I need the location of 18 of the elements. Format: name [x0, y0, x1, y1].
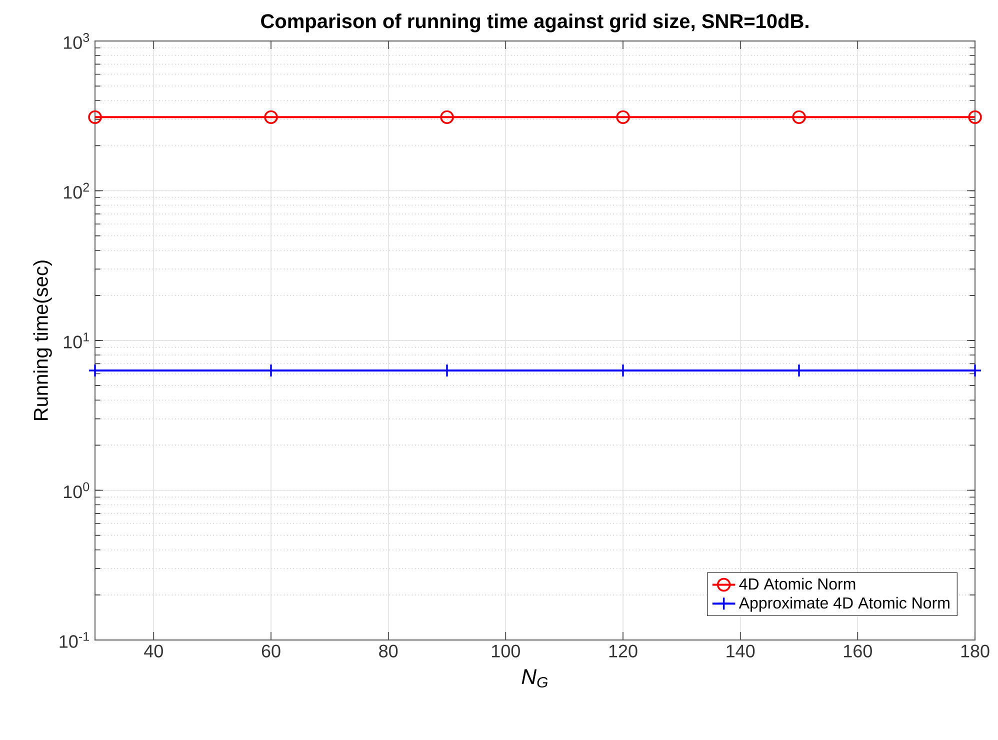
x-tick-label: 140 — [726, 644, 755, 658]
x-tick-label: 40 — [144, 644, 163, 658]
chart-title: Comparison of running time against grid size, SNR=10dB. — [261, 14, 808, 32]
x-axis-title: N$_{G}$ — [522, 669, 548, 688]
y-tick-label: 10$^{2}$ — [64, 182, 89, 199]
x-tick-label: 60 — [262, 644, 280, 658]
y-tick-label: 10$^{3}$ — [64, 33, 90, 49]
x-tick-label: 180 — [961, 644, 990, 658]
x-tick-label: 120 — [609, 644, 638, 658]
legend-label: 4D Atomic Norm — [739, 578, 856, 590]
y-tick-label: 10$^{-1}$ — [60, 632, 90, 648]
x-tick-label: 160 — [844, 644, 872, 658]
x-tick-label: 80 — [379, 644, 398, 658]
y-tick-label: 10$^{1}$ — [64, 332, 90, 348]
x-tick-label: 100 — [492, 644, 520, 658]
legend-label: Approximate 4D Atomic Norm — [738, 596, 950, 612]
y-tick-label: 10$^{0}$ — [64, 482, 90, 498]
y-axis-title: Running time(sec) — [33, 260, 52, 420]
